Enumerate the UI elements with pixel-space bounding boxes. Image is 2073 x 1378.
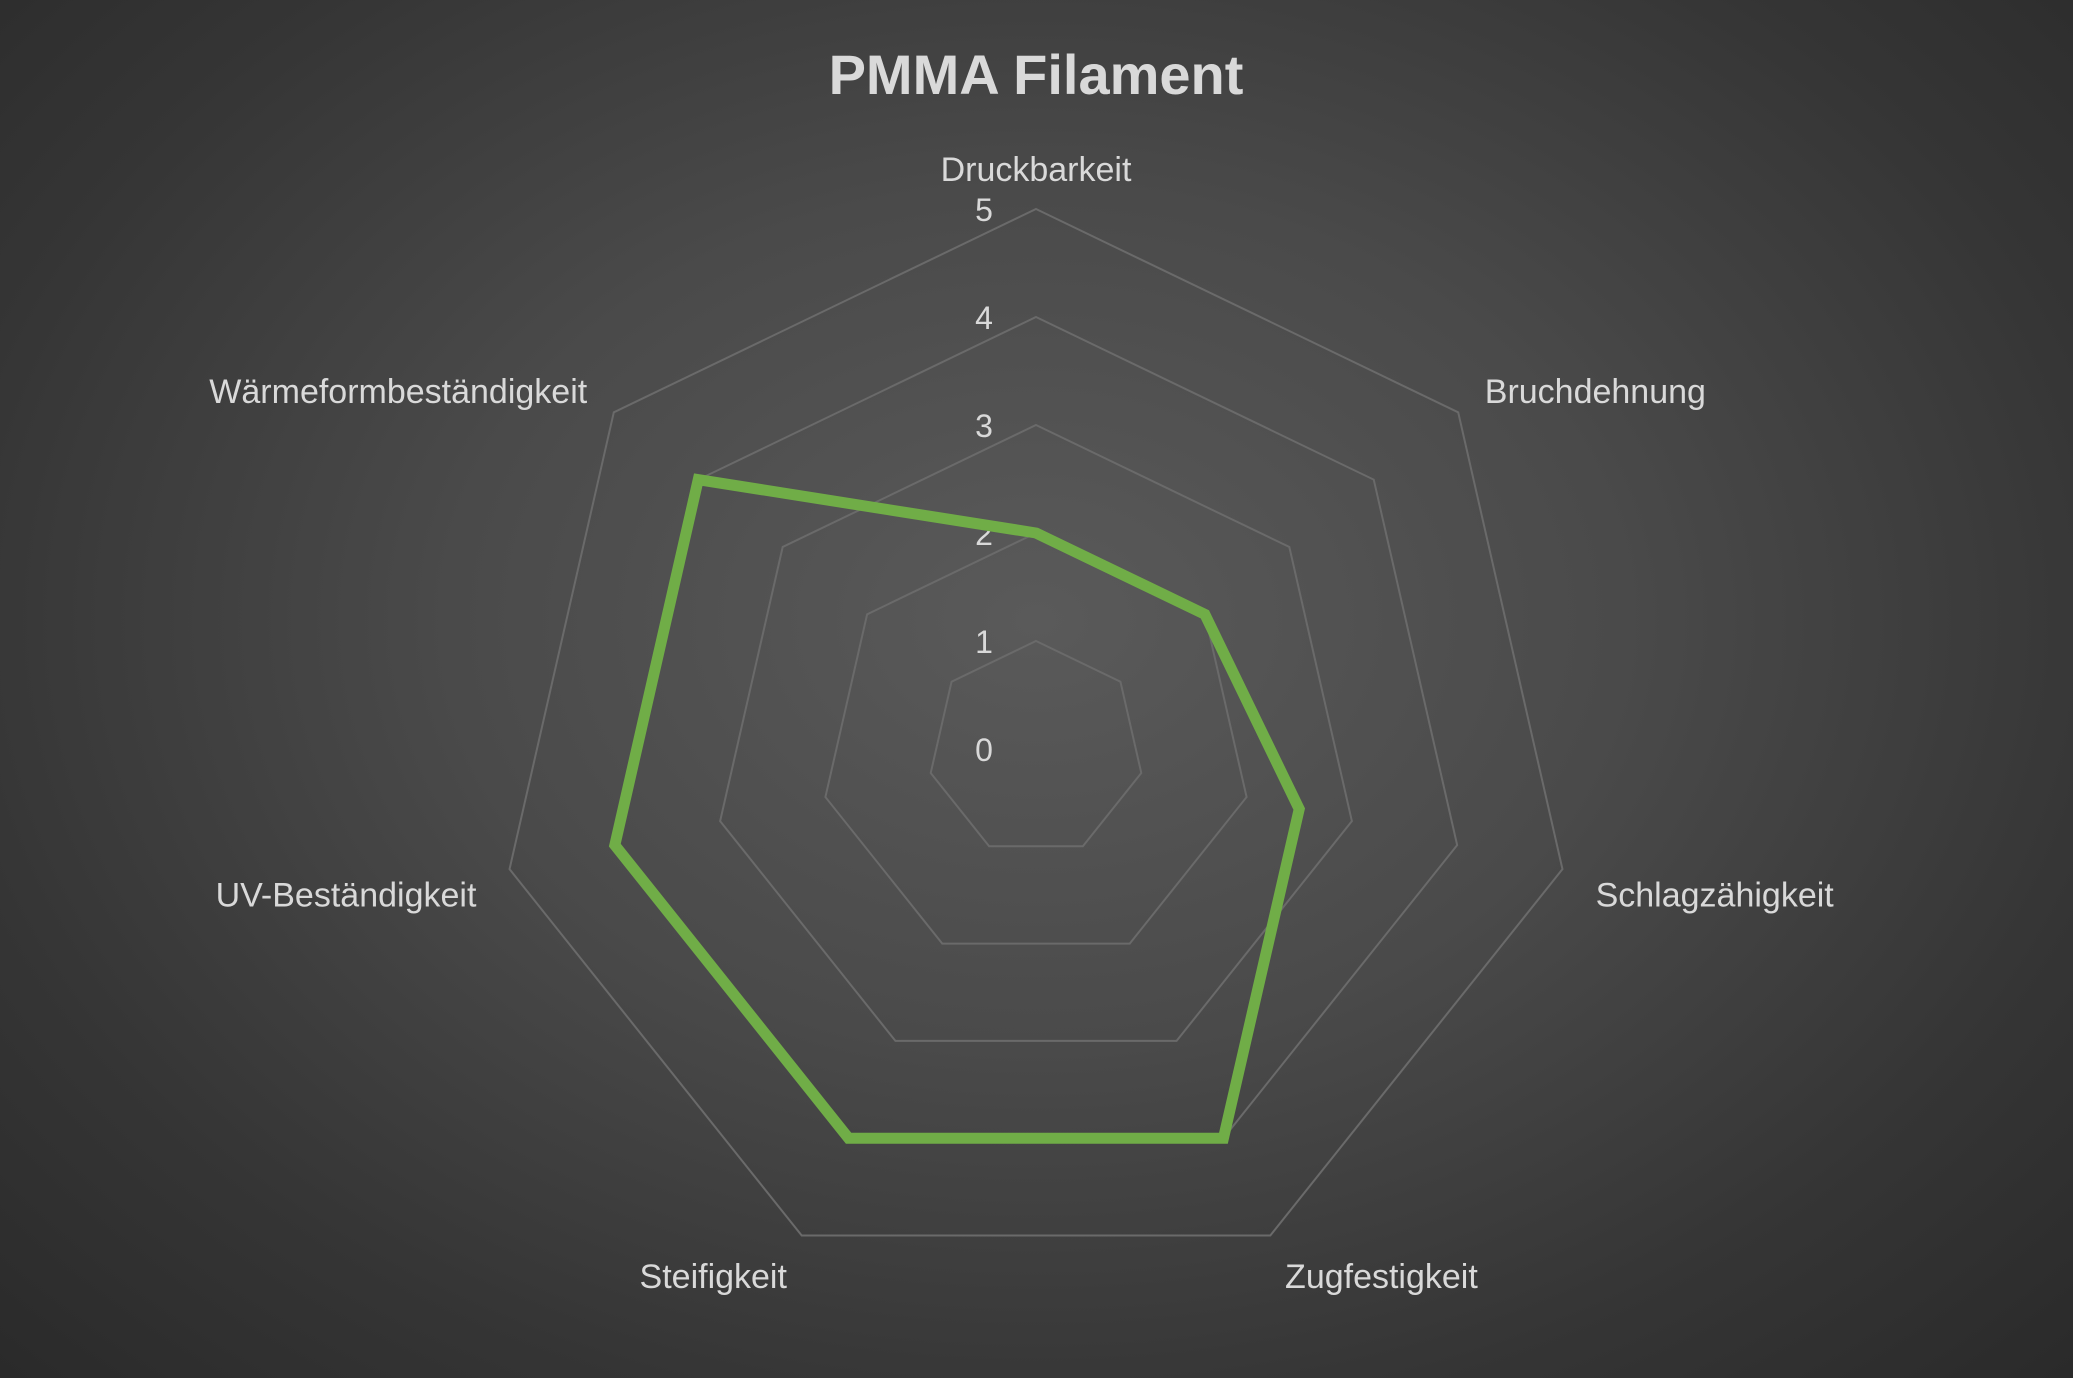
- series-line-0: [608, 473, 1306, 1144]
- grid-ring-3: [719, 423, 1353, 1042]
- tick-label-0: 0: [975, 732, 993, 768]
- category-labels: Druckbarkeit Bruchdehnung Schlagzähigkeit Z…: [209, 151, 1834, 1296]
- category-label: Steifigkeit: [640, 1258, 788, 1296]
- category-label: Schlagzähigkeit: [1596, 877, 1835, 915]
- category-label: UV-Beständigkeit: [216, 877, 477, 915]
- category-label: Bruchdehnung: [1485, 373, 1706, 411]
- series-group: [608, 473, 1306, 1144]
- tick-label-3: 3: [975, 408, 993, 444]
- grid-ring-5: [508, 207, 1564, 1237]
- category-label: Druckbarkeit: [941, 151, 1132, 189]
- grid-ring-2: [824, 531, 1248, 945]
- tick-label-1: 1: [975, 624, 993, 660]
- chart-title: PMMA Filament: [829, 43, 1244, 106]
- tick-label-4: 4: [975, 300, 993, 336]
- tick-label-5: 5: [975, 192, 993, 228]
- grid-ring-1: [929, 639, 1143, 848]
- category-label: Wärmeformbeständigkeit: [209, 373, 587, 411]
- radar-grid: [508, 207, 1564, 1237]
- category-label: Zugfestigkeit: [1285, 1258, 1478, 1296]
